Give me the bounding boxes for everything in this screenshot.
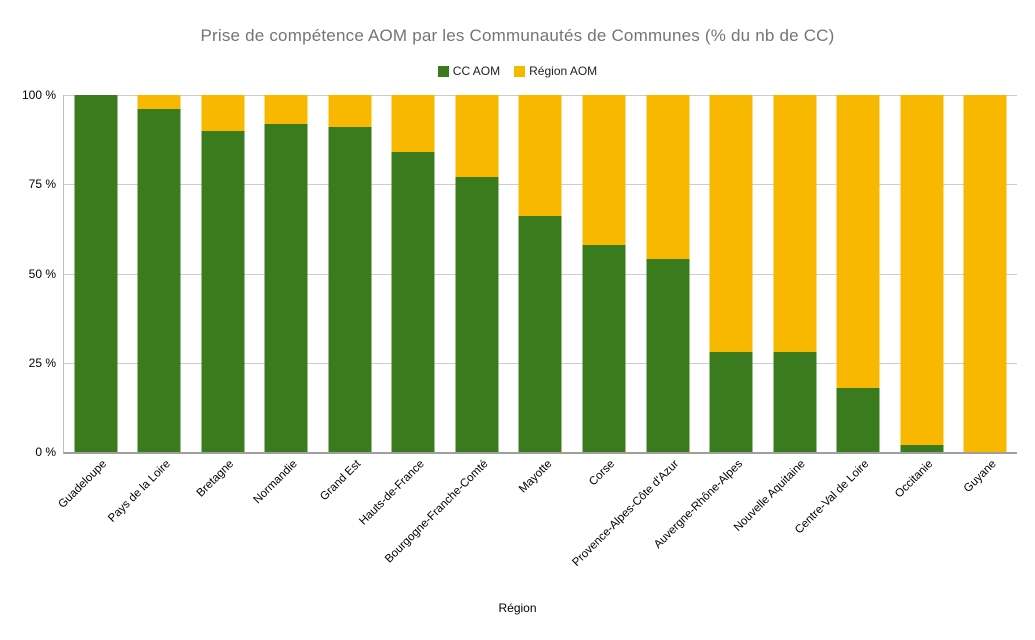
- bar-segment-cc-aom: [201, 130, 245, 452]
- x-tick-label: Corse: [587, 458, 618, 489]
- bar-slot: [953, 95, 1017, 452]
- stacked-bar: [264, 95, 308, 452]
- stacked-bar: [900, 95, 944, 452]
- bars-layer: [64, 95, 1017, 452]
- bar-segment-cc-aom: [137, 109, 181, 452]
- legend-item-cc-aom: CC AOM: [437, 64, 501, 78]
- x-tick-label: Hauts-de-France: [357, 458, 427, 528]
- stacked-bar: [74, 95, 118, 452]
- stacked-bar: [836, 95, 880, 452]
- bar-slot: [509, 95, 573, 452]
- bar-slot: [191, 95, 255, 452]
- bar-segment-region-aom: [709, 95, 753, 353]
- x-axis-labels: Guadeloupe Pays de la Loire Bretagne Norman…: [0, 458, 1035, 603]
- bar-segment-region-aom: [773, 95, 817, 353]
- bar-slot: [318, 95, 382, 452]
- x-tick-label: Normandie: [251, 458, 300, 507]
- x-tick-label: Bourgogne-Franche-Comté: [382, 458, 491, 566]
- stacked-bar: [963, 95, 1007, 452]
- bar-segment-cc-aom: [582, 244, 626, 452]
- bar-slot: [636, 95, 700, 452]
- bar-segment-region-aom: [328, 95, 372, 128]
- legend-item-region-aom: Région AOM: [514, 64, 597, 78]
- bar-segment-cc-aom: [900, 444, 944, 452]
- bar-segment-cc-aom: [391, 152, 435, 452]
- bar-segment-region-aom: [900, 95, 944, 445]
- y-tick-label-50: 50 %: [28, 266, 56, 281]
- x-tick-label: Grand Est: [318, 458, 364, 504]
- bar-slot: [699, 95, 763, 452]
- stacked-bar: [709, 95, 753, 452]
- bar-slot: [890, 95, 954, 452]
- x-tick-label: Pays de la Loire: [105, 458, 173, 525]
- y-tick-label-0: 0 %: [35, 445, 56, 459]
- bar-slot: [64, 95, 128, 452]
- stacked-bar: [646, 95, 690, 452]
- stacked-bar: [391, 95, 435, 452]
- plot-area: 0 % 25 % 50 % 75 % 100 %: [22, 88, 1017, 459]
- bar-segment-cc-aom: [74, 95, 118, 452]
- bar-segment-region-aom: [582, 95, 626, 245]
- x-tick-label: Mayotte: [516, 458, 554, 496]
- bar-segment-cc-aom: [709, 352, 753, 452]
- x-axis-title: Région: [498, 601, 537, 615]
- stacked-bar: [582, 95, 626, 452]
- bar-slot: [445, 95, 509, 452]
- stacked-bar: [518, 95, 562, 452]
- bar-slot: [255, 95, 319, 452]
- bar-segment-cc-aom: [328, 127, 372, 452]
- legend-label-region-aom: Région AOM: [529, 64, 598, 78]
- stacked-bar: [201, 95, 245, 452]
- bar-segment-cc-aom: [455, 177, 499, 452]
- bar-slot: [763, 95, 827, 452]
- bar-segment-region-aom: [518, 95, 562, 217]
- bar-segment-region-aom: [646, 95, 690, 260]
- bar-slot: [128, 95, 192, 452]
- bar-segment-region-aom: [391, 95, 435, 153]
- y-tick-label-25: 25 %: [28, 355, 56, 370]
- bar-segment-cc-aom: [836, 387, 880, 452]
- stacked-bar: [455, 95, 499, 452]
- legend-swatch-cc-aom: [437, 65, 449, 77]
- bar-segment-region-aom: [137, 95, 181, 110]
- legend-swatch-region-aom: [514, 65, 526, 77]
- bar-segment-region-aom: [836, 95, 880, 388]
- legend: CC AOM Région AOM: [0, 63, 1035, 79]
- stacked-bar: [773, 95, 817, 452]
- x-tick-label: Provence-Alpes-Côte d'Azur: [570, 458, 682, 569]
- x-tick-label: Guyane: [961, 458, 999, 495]
- y-tick-label-100: 100 %: [21, 88, 56, 102]
- bar-slot: [572, 95, 636, 452]
- stacked-bar: [137, 95, 181, 452]
- bar-slot: [382, 95, 446, 452]
- chart-title: Prise de compétence AOM par les Communau…: [200, 26, 835, 45]
- bar-segment-region-aom: [455, 95, 499, 178]
- x-tick-label: Centre-Val de Loire: [793, 458, 872, 537]
- bar-slot: [826, 95, 890, 452]
- y-tick-label-75: 75 %: [28, 177, 56, 192]
- bar-segment-cc-aom: [773, 352, 817, 452]
- x-tick-label: Guadeloupe: [56, 458, 110, 511]
- bar-segment-region-aom: [264, 95, 308, 124]
- bar-segment-cc-aom: [264, 123, 308, 452]
- bar-segment-cc-aom: [646, 259, 690, 452]
- bar-segment-region-aom: [963, 95, 1007, 452]
- stacked-bar: [328, 95, 372, 452]
- legend-label-cc-aom: CC AOM: [452, 64, 501, 78]
- x-tick-label: Bretagne: [194, 458, 237, 500]
- x-tick-label: Occitanie: [892, 458, 936, 501]
- bar-segment-region-aom: [201, 95, 245, 131]
- bar-segment-cc-aom: [518, 216, 562, 452]
